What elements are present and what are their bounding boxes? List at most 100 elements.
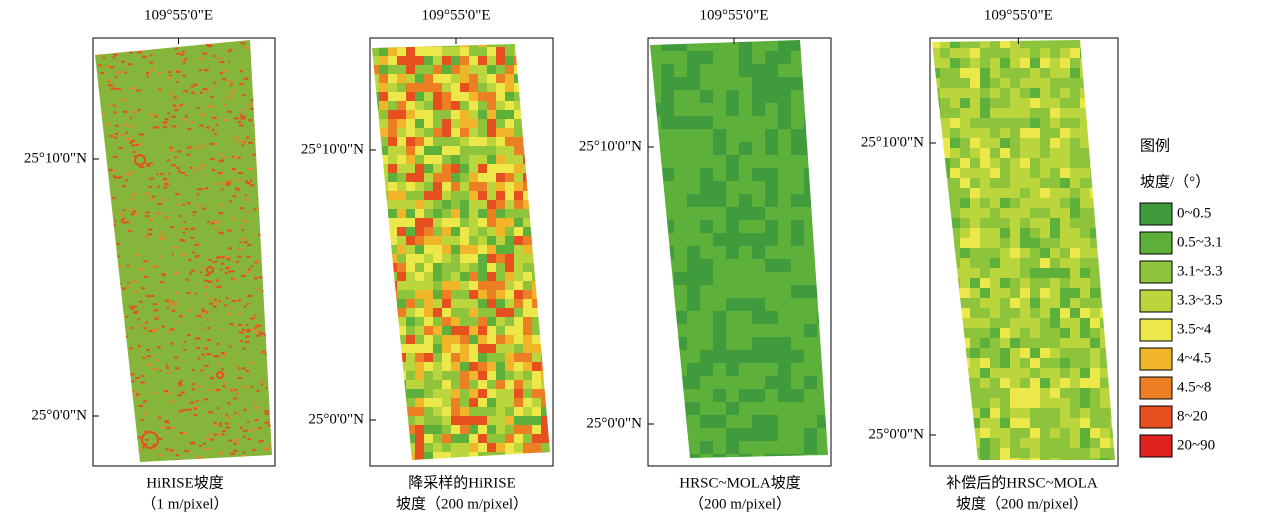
map-speck bbox=[150, 70, 153, 72]
map-cell bbox=[406, 83, 416, 93]
map-cell bbox=[415, 245, 425, 255]
map-cell bbox=[406, 254, 416, 264]
map-cell bbox=[739, 402, 753, 416]
map-cell bbox=[1060, 178, 1071, 189]
map-speck bbox=[168, 330, 171, 332]
map-cell bbox=[1050, 258, 1061, 269]
map-cell bbox=[1090, 318, 1101, 329]
map-speck bbox=[185, 175, 187, 177]
map-speck bbox=[199, 445, 202, 447]
map-speck bbox=[260, 81, 262, 83]
map-cell bbox=[541, 434, 551, 444]
map-cell bbox=[541, 281, 551, 291]
map-cell bbox=[451, 425, 461, 435]
map-cell bbox=[370, 155, 380, 165]
map-cell bbox=[1070, 128, 1081, 139]
legend-label: 20~90 bbox=[1177, 437, 1215, 453]
map-speck bbox=[239, 111, 241, 113]
map-cell bbox=[424, 56, 434, 66]
map-cell bbox=[960, 208, 971, 219]
map-cell bbox=[752, 155, 766, 169]
map-speck bbox=[259, 427, 262, 429]
map-cell bbox=[505, 281, 515, 291]
map-cell bbox=[1110, 378, 1121, 389]
map-cell bbox=[523, 353, 533, 363]
map-cell bbox=[514, 308, 524, 318]
map-cell bbox=[791, 181, 805, 195]
map-cell bbox=[661, 103, 675, 117]
map-cell bbox=[496, 146, 506, 156]
map-cell bbox=[648, 116, 662, 130]
map-cell bbox=[478, 371, 488, 381]
map-cell bbox=[514, 191, 524, 201]
map-speck bbox=[209, 433, 211, 435]
map-cell bbox=[514, 272, 524, 282]
map-cell bbox=[451, 371, 461, 381]
map-cell bbox=[648, 155, 662, 169]
map-speck bbox=[264, 181, 266, 183]
map-cell bbox=[830, 454, 844, 468]
map-cell bbox=[388, 209, 398, 219]
map-cell bbox=[674, 77, 688, 91]
map-cell bbox=[424, 263, 434, 273]
map-cell bbox=[1020, 218, 1031, 229]
map-cell bbox=[674, 246, 688, 260]
map-cell bbox=[1020, 448, 1031, 459]
map-cell bbox=[778, 441, 792, 455]
map-cell bbox=[1000, 408, 1011, 419]
map-cell bbox=[1060, 68, 1071, 79]
map-cell bbox=[1020, 88, 1031, 99]
map-cell bbox=[1070, 148, 1081, 159]
map-cell bbox=[505, 146, 515, 156]
map-cell bbox=[687, 389, 701, 403]
map-cell bbox=[1100, 318, 1111, 329]
map-cell bbox=[532, 236, 542, 246]
map-speck bbox=[210, 96, 213, 98]
map-speck bbox=[177, 321, 180, 323]
map-cell bbox=[1070, 228, 1081, 239]
map-cell bbox=[496, 326, 506, 336]
map-cell bbox=[1020, 68, 1031, 79]
legend-label: 3.1~3.3 bbox=[1177, 263, 1223, 279]
map-cell bbox=[523, 38, 533, 48]
map-cell bbox=[752, 324, 766, 338]
map-cell bbox=[397, 389, 407, 399]
map-cell bbox=[930, 48, 941, 59]
map-speck bbox=[230, 453, 235, 455]
map-cell bbox=[451, 308, 461, 318]
map-cell bbox=[550, 380, 560, 390]
map-speck bbox=[130, 126, 133, 128]
map-cell bbox=[541, 443, 551, 453]
map-speck bbox=[258, 440, 261, 442]
map-speck bbox=[174, 109, 178, 111]
map-cell bbox=[1010, 48, 1021, 59]
map-cell bbox=[1070, 108, 1081, 119]
map-cell bbox=[1050, 278, 1061, 289]
map-speck bbox=[246, 324, 248, 326]
map-cell bbox=[1070, 78, 1081, 89]
map-speck bbox=[239, 241, 241, 243]
map-cell bbox=[478, 173, 488, 183]
map-cell bbox=[700, 116, 714, 130]
map-cell bbox=[388, 173, 398, 183]
map-speck bbox=[125, 179, 128, 181]
map-speck bbox=[239, 83, 244, 85]
map-cell bbox=[970, 388, 981, 399]
map-cell bbox=[661, 415, 675, 429]
map-cell bbox=[460, 362, 470, 372]
map-cell bbox=[648, 246, 662, 260]
map-cell bbox=[523, 101, 533, 111]
map-cell bbox=[478, 389, 488, 399]
map-cell bbox=[379, 173, 389, 183]
map-cell bbox=[817, 155, 831, 169]
map-speck bbox=[167, 236, 169, 238]
map-speck bbox=[214, 228, 218, 230]
map-cell bbox=[523, 74, 533, 84]
map-speck bbox=[141, 287, 144, 289]
map-cell bbox=[804, 285, 818, 299]
map-speck bbox=[108, 357, 112, 359]
map-cell bbox=[990, 238, 1001, 249]
map-cell bbox=[1080, 128, 1091, 139]
map-cell bbox=[1000, 148, 1011, 159]
map-speck bbox=[202, 310, 206, 312]
